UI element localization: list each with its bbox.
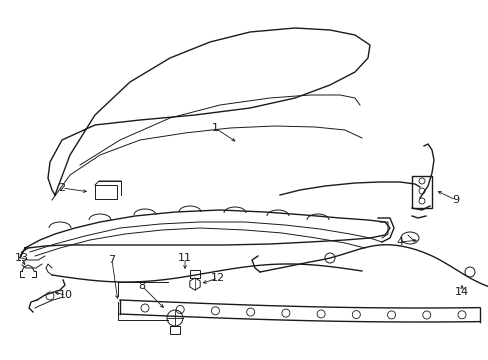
- Text: 1: 1: [211, 123, 218, 133]
- Text: 12: 12: [210, 273, 224, 283]
- Bar: [170, 326, 180, 334]
- Text: 10: 10: [59, 290, 73, 300]
- Text: 9: 9: [451, 195, 459, 205]
- Text: 2: 2: [59, 183, 65, 193]
- Bar: [411, 176, 431, 208]
- Text: 14: 14: [454, 287, 468, 297]
- Text: 11: 11: [178, 253, 192, 263]
- Text: 7: 7: [108, 255, 115, 265]
- Text: 4: 4: [396, 237, 403, 247]
- Text: 13: 13: [15, 253, 29, 263]
- Text: 8: 8: [138, 281, 145, 291]
- Bar: [190, 270, 200, 278]
